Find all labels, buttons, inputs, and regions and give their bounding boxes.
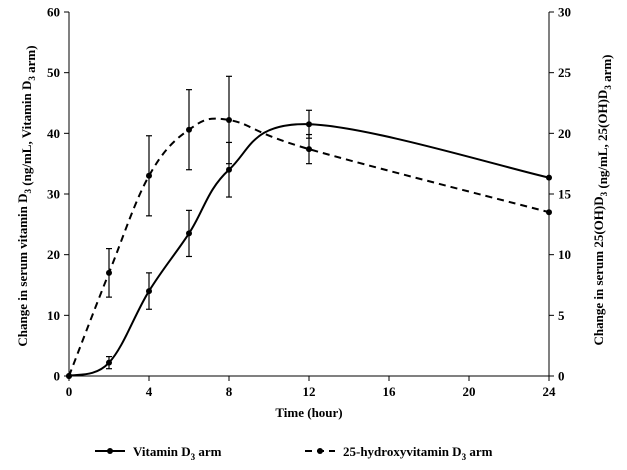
x-tick-label: 8	[226, 384, 233, 399]
axes	[64, 11, 554, 381]
y-right-tick-label: 30	[558, 5, 571, 20]
data-point	[306, 146, 312, 153]
data-point	[146, 172, 152, 179]
legend-label-0: Vitamin D3 arm	[133, 444, 222, 462]
data-points	[66, 116, 552, 379]
data-point	[546, 174, 552, 181]
legend-label-1: 25-hydroxyvitamin D3 arm	[343, 444, 493, 462]
y-right-tick-label: 25	[558, 65, 572, 80]
y-right-tick-label: 15	[558, 187, 572, 202]
y-axis-right-title: Change in serum 25(OH)D3 (ng/mL, 25(OH)D…	[591, 54, 614, 345]
y-left-tick-label: 60	[47, 5, 60, 20]
y-axis-left-title: Change in serum vitamin D3 (ng/mL, Vitam…	[15, 45, 38, 346]
x-tick-label: 20	[463, 384, 476, 399]
y-left-tick-label: 0	[54, 369, 61, 384]
data-point	[186, 126, 192, 133]
y-left-tick-label: 40	[47, 126, 60, 141]
data-point	[66, 373, 72, 379]
y-left-tick-label: 30	[47, 187, 60, 202]
data-point	[306, 121, 312, 128]
legend-marker-0	[107, 448, 113, 454]
y-right-tick-label: 10	[558, 247, 571, 262]
x-tick-label: 0	[66, 384, 73, 399]
data-point	[226, 116, 232, 123]
y-right-tick-label: 0	[558, 369, 565, 384]
data-point	[106, 269, 112, 276]
x-tick-label: 24	[543, 384, 557, 399]
legend-marker-1	[317, 448, 323, 454]
y-right-tick-label: 20	[558, 126, 571, 141]
y-left-tick-label: 50	[47, 65, 60, 80]
y-right-tick-label: 5	[558, 308, 565, 323]
y-left-tick-label: 10	[47, 308, 60, 323]
data-point	[186, 230, 192, 237]
x-tick-label: 4	[146, 384, 153, 399]
y-left-tick-label: 20	[47, 247, 60, 262]
data-point	[106, 359, 112, 366]
x-tick-label: 16	[383, 384, 397, 399]
legend: Vitamin D3 arm 25-hydroxyvitamin D3 arm	[95, 444, 493, 462]
data-point	[226, 166, 232, 173]
x-axis-title: Time (hour)	[275, 405, 342, 420]
x-tick-label: 12	[303, 384, 316, 399]
series-line-0	[68, 123, 550, 377]
data-point	[546, 209, 552, 216]
data-point	[146, 288, 152, 295]
error-bars	[106, 75, 312, 370]
